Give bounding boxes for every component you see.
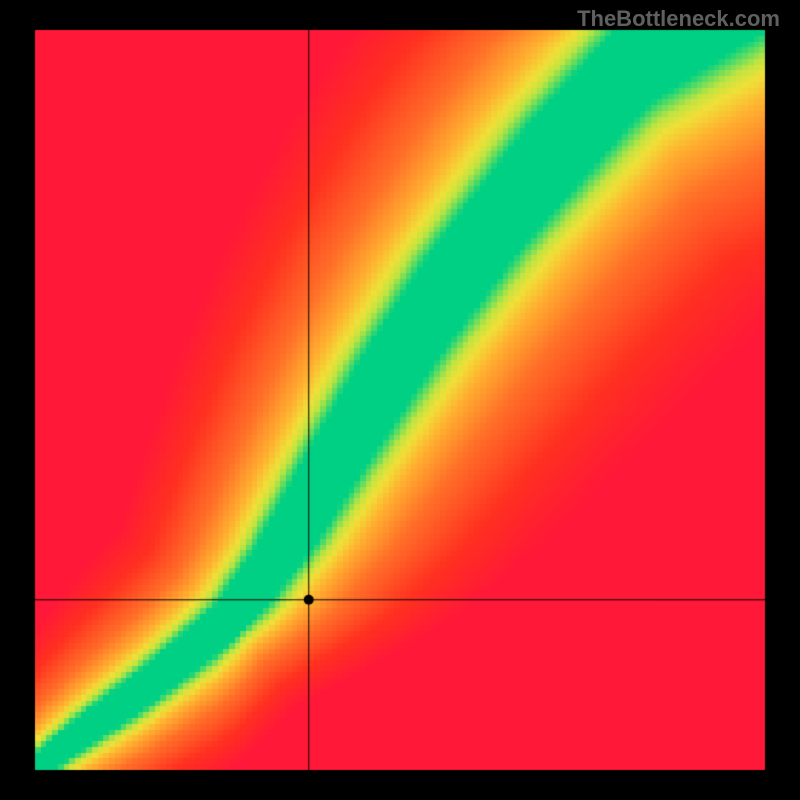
bottleneck-heatmap (0, 0, 800, 800)
watermark-text: TheBottleneck.com (577, 6, 780, 32)
